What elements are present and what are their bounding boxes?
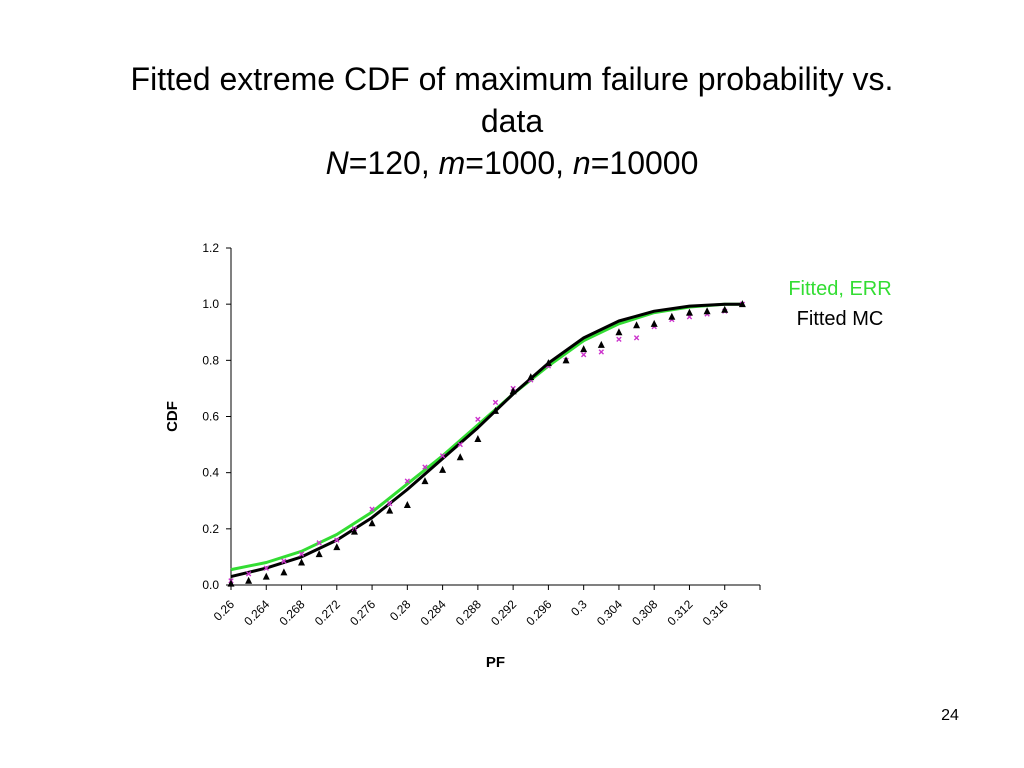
mc-data-point bbox=[456, 453, 464, 461]
legend-fitted-mc: Fitted MC bbox=[796, 308, 884, 330]
err-data-point bbox=[404, 478, 411, 484]
page-number: 24 bbox=[941, 707, 959, 724]
mc-data-point bbox=[492, 406, 499, 414]
mc-data-point bbox=[439, 465, 447, 473]
param-N-value: =120, bbox=[348, 145, 439, 181]
err-data-point bbox=[387, 500, 393, 507]
title-line-1: Fitted extreme CDF of maximum failure pr… bbox=[130, 61, 894, 97]
mc-data-point bbox=[421, 477, 429, 485]
mc-data-point bbox=[738, 300, 746, 308]
err-data-point bbox=[422, 464, 428, 470]
mc-data-point bbox=[315, 550, 323, 558]
mc-data-point bbox=[685, 308, 693, 316]
param-m-symbol: m bbox=[438, 145, 466, 181]
mc-data-point bbox=[245, 576, 253, 584]
param-m-value: =1000, bbox=[465, 145, 573, 181]
mc-data-point bbox=[350, 527, 358, 535]
x-tick-label: 0.308 bbox=[629, 597, 660, 628]
slide-title: Fitted extreme CDF of maximum failure pr… bbox=[0, 58, 1024, 184]
x-tick-label: 0.28 bbox=[387, 597, 414, 624]
mc-data-point bbox=[280, 568, 288, 576]
mc-data-point bbox=[615, 328, 623, 336]
param-N-symbol: N bbox=[325, 145, 349, 181]
y-tick-label: 0.2 bbox=[202, 522, 219, 536]
y-tick-label: 1.2 bbox=[202, 241, 219, 255]
x-tick-label: 0.26 bbox=[211, 597, 238, 624]
x-tick-label: 0.276 bbox=[347, 597, 378, 628]
mc-data-point bbox=[668, 312, 676, 320]
mc-data-point bbox=[562, 356, 570, 364]
mc-data-point bbox=[544, 359, 552, 367]
x-tick-label: 0.292 bbox=[488, 597, 519, 628]
err-data-point bbox=[281, 558, 287, 564]
y-tick-label: 0.4 bbox=[202, 466, 219, 480]
x-tick-label: 0.3 bbox=[568, 597, 590, 619]
title-parameters: N=120, m=1000, n=10000 bbox=[0, 142, 1024, 184]
param-n-symbol: n bbox=[572, 145, 591, 181]
x-tick-label: 0.304 bbox=[594, 597, 625, 628]
err-data-point bbox=[457, 441, 463, 448]
x-tick-label: 0.296 bbox=[523, 597, 554, 628]
mc-data-point bbox=[262, 572, 270, 580]
mc-data-point bbox=[721, 305, 729, 313]
err-data-point bbox=[598, 349, 604, 355]
mc-data-point bbox=[597, 340, 605, 348]
mc-data-point bbox=[298, 558, 306, 566]
err-data-point bbox=[245, 571, 252, 577]
fitted-mc-curve bbox=[230, 302, 743, 579]
x-tick-label: 0.284 bbox=[418, 597, 449, 628]
mc-data-point bbox=[474, 434, 482, 442]
err-data-point bbox=[369, 506, 375, 512]
title-line-2: data bbox=[480, 103, 544, 139]
x-axis-label: PF bbox=[486, 654, 505, 671]
x-tick-label: 0.316 bbox=[700, 597, 731, 628]
err-data-point bbox=[263, 565, 269, 571]
err-data-point bbox=[492, 399, 499, 406]
mc-data-point bbox=[368, 519, 376, 527]
mc-data-point bbox=[403, 500, 411, 508]
param-n-value: =10000 bbox=[590, 145, 699, 181]
y-axis-label: CDF bbox=[164, 401, 181, 432]
y-tick-label: 0.0 bbox=[202, 578, 219, 592]
err-data-point bbox=[475, 416, 481, 423]
mc-data-point bbox=[633, 321, 641, 329]
err-data-point bbox=[298, 551, 305, 557]
err-data-point bbox=[316, 540, 322, 546]
fitted-err-curve bbox=[230, 302, 743, 572]
err-data-point bbox=[633, 335, 640, 341]
mc-data-point bbox=[333, 543, 341, 551]
mc-data-point bbox=[386, 506, 394, 514]
mc-data-point bbox=[527, 373, 535, 381]
legend-fitted-err: Fitted, ERR bbox=[788, 278, 892, 300]
mc-data-point bbox=[509, 387, 517, 395]
mc-data-point bbox=[703, 307, 711, 315]
x-tick-label: 0.288 bbox=[453, 597, 484, 628]
err-data-point bbox=[334, 537, 340, 543]
x-tick-label: 0.268 bbox=[277, 597, 308, 628]
x-tick-label: 0.312 bbox=[664, 597, 695, 628]
x-tick-label: 0.272 bbox=[312, 597, 343, 628]
x-tick-label: 0.264 bbox=[241, 597, 272, 628]
mc-data-point bbox=[650, 319, 658, 327]
err-data-point bbox=[616, 336, 622, 342]
y-tick-label: 0.6 bbox=[202, 410, 219, 424]
err-data-point bbox=[580, 352, 587, 358]
y-tick-label: 0.8 bbox=[202, 353, 219, 367]
y-tick-label: 1.0 bbox=[202, 297, 219, 311]
err-data-point bbox=[439, 453, 446, 459]
mc-data-point bbox=[227, 579, 235, 587]
mc-data-point bbox=[580, 345, 588, 353]
